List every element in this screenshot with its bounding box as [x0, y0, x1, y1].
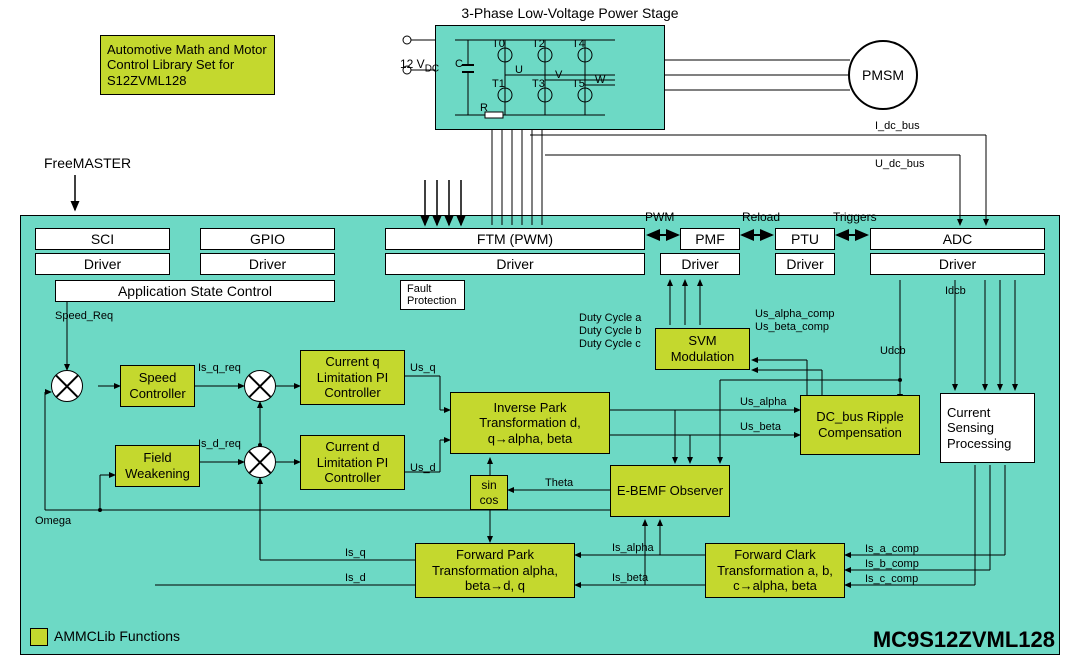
chip-name: MC9S12ZVML128 — [873, 627, 1055, 653]
current-sensing: Current Sensing Processing — [940, 393, 1035, 463]
vdc-label: 12 VDC — [400, 57, 439, 74]
sig-duty-c: Duty Cycle c — [579, 338, 641, 350]
ebemf-observer: E-BEMF Observer — [610, 465, 730, 517]
inverse-park: Inverse Park Transformation d, q→alpha, … — [450, 392, 610, 454]
summer-iq — [244, 370, 276, 402]
sig-is-a-comp: Is_a_comp — [865, 543, 919, 555]
summer-speed — [51, 370, 83, 402]
legend: AMMCLib Functions — [30, 628, 180, 646]
pmf-driver: Driver — [660, 253, 740, 275]
ptu-driver: Driver — [775, 253, 835, 275]
ftm-driver: Driver — [385, 253, 645, 275]
sig-usd: Us_d — [410, 462, 436, 474]
sig-isd: Is_d — [345, 572, 366, 584]
sig-omega: Omega — [35, 515, 71, 527]
sci-driver: Driver — [35, 253, 170, 275]
sig-us-beta: Us_beta — [740, 421, 781, 433]
sig-us-alpha: Us_alpha — [740, 396, 786, 408]
sig-isd-req: Is_d_req — [198, 438, 241, 450]
field-weakening: Field Weakening — [115, 445, 200, 487]
sig-isq: Is_q — [345, 547, 366, 559]
pmsm-motor: PMSM — [848, 40, 918, 110]
speed-controller: Speed Controller — [120, 365, 195, 407]
module-adc: ADC — [870, 228, 1045, 250]
sig-is-alpha: Is_alpha — [612, 542, 654, 554]
label-pwm: PWM — [645, 210, 674, 224]
sig-is-beta: Is_beta — [612, 572, 648, 584]
sig-udcb: Udcb — [880, 345, 906, 357]
freemaster-label: FreeMASTER — [44, 155, 131, 171]
label-reload: Reload — [742, 210, 780, 224]
fault-protection: Fault Protection — [400, 280, 465, 310]
gpio-driver: Driver — [200, 253, 335, 275]
sig-duty-b: Duty Cycle b — [579, 325, 641, 337]
sig-us-alpha-comp: Us_alpha_comp — [755, 308, 835, 320]
power-stage-internals: T0 T2 T4 T1 T3 T5 C R U V W — [450, 30, 650, 125]
module-ptu: PTU — [775, 228, 835, 250]
sig-is-b-comp: Is_b_comp — [865, 558, 919, 570]
current-q-ctrl: Current q Limitation PI Controller — [300, 350, 405, 405]
sig-duty-a: Duty Cycle a — [579, 312, 641, 324]
sig-speed-req: Speed_Req — [55, 310, 113, 322]
library-title-box: Automotive Math and Motor Control Librar… — [100, 35, 275, 95]
current-d-ctrl: Current d Limitation PI Controller — [300, 435, 405, 490]
module-gpio: GPIO — [200, 228, 335, 250]
adc-driver: Driver — [870, 253, 1045, 275]
legend-swatch — [30, 628, 48, 646]
dcbus-ripple: DC_bus Ripple Compensation — [800, 395, 920, 455]
app-state-control: Application State Control — [55, 280, 335, 302]
module-ftm: FTM (PWM) — [385, 228, 645, 250]
forward-park: Forward Park Transformation alpha, beta→… — [415, 543, 575, 598]
sincos: sin cos — [470, 475, 508, 510]
sig-idcb: Idcb — [945, 285, 966, 297]
diagram-title: 3-Phase Low-Voltage Power Stage — [430, 5, 710, 21]
sig-isq-req: Is_q_req — [198, 362, 241, 374]
signal-udc: U_dc_bus — [875, 158, 925, 170]
forward-clark: Forward Clark Transformation a, b, c→alp… — [705, 543, 845, 598]
sig-is-c-comp: Is_c_comp — [865, 573, 918, 585]
summer-id — [244, 446, 276, 478]
module-pmf: PMF — [680, 228, 740, 250]
module-sci: SCI — [35, 228, 170, 250]
label-triggers: Triggers — [833, 210, 877, 224]
sig-theta: Theta — [545, 477, 573, 489]
signal-idc: I_dc_bus — [875, 120, 920, 132]
svm-modulation: SVM Modulation — [655, 328, 750, 370]
sig-us-beta-comp: Us_beta_comp — [755, 321, 829, 333]
sig-usq: Us_q — [410, 362, 436, 374]
